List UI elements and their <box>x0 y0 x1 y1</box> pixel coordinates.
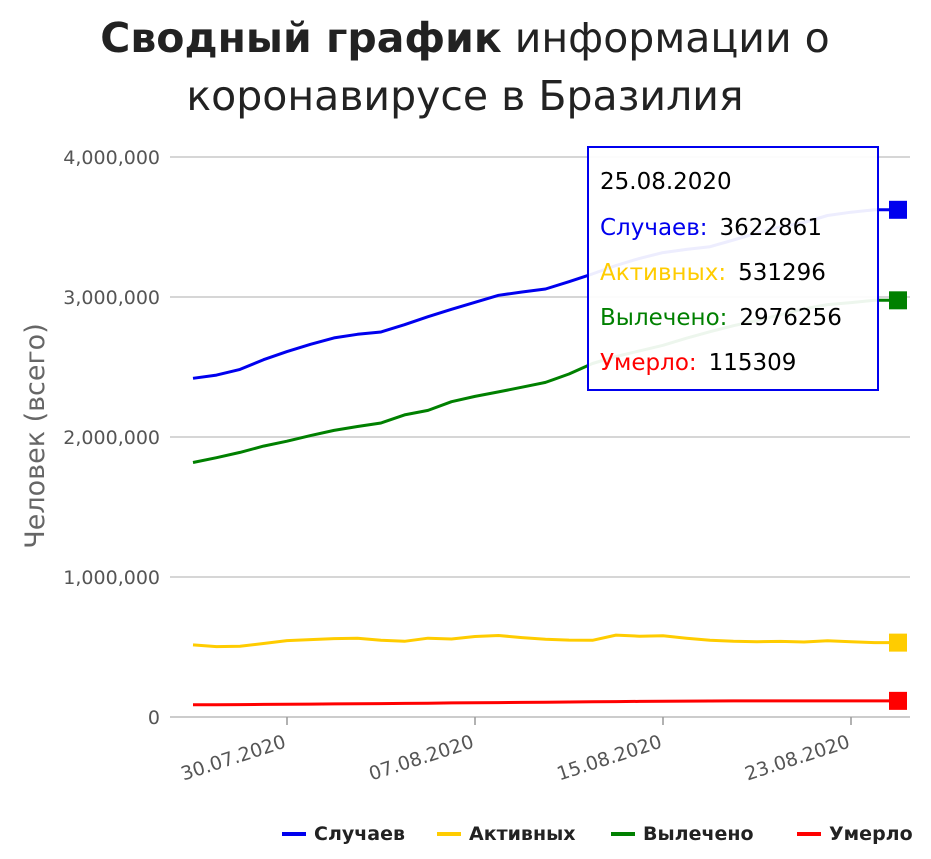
tooltip-row-value: 2976256 <box>739 305 841 331</box>
y-tick-label: 2,000,000 <box>63 427 160 449</box>
y-tick-label: 1,000,000 <box>63 567 160 589</box>
chart-title-bold: Сводный график <box>100 14 502 62</box>
tooltip-row-value: 531296 <box>738 260 826 286</box>
tooltip-date: 25.08.2020 <box>600 169 732 195</box>
tooltip: 25.08.2020 Случаев: 3622861 Активных: 531296… <box>587 146 879 391</box>
tooltip-row: Активных: 531296 <box>600 260 826 286</box>
y-tick-label: 4,000,000 <box>63 147 160 169</box>
legend-item-label[interactable]: Вылечено <box>643 823 754 845</box>
y-tick-label: 3,000,000 <box>63 287 160 309</box>
series-end-marker[interactable] <box>889 291 907 310</box>
x-axis: 30.07.2020 07.08.2020 15.08.2020 23.08.2020 <box>178 717 853 786</box>
x-tick-label: 07.08.2020 <box>366 731 476 786</box>
tooltip-row-label: Умерло: <box>600 350 697 376</box>
x-tick-label: 23.08.2020 <box>742 731 852 786</box>
legend-item-label[interactable]: Умерло <box>829 823 913 845</box>
chart-title-line2: коронавирусе в Бразилия <box>186 72 743 120</box>
tooltip-row: Вылечено: 2976256 <box>600 305 842 331</box>
tooltip-row-label: Случаев: <box>600 215 708 241</box>
legend-item-label[interactable]: Случаев <box>314 823 405 845</box>
legend-item-label[interactable]: Активных <box>469 823 576 845</box>
chart-title-rest: информации о <box>515 14 830 62</box>
tooltip-row: Умерло: 115309 <box>600 350 796 376</box>
tooltip-row-label: Активных: <box>600 260 726 286</box>
legend: Случаев Активных Вылечено Умерло <box>282 823 913 845</box>
tooltip-row-label: Вылечено: <box>600 305 727 331</box>
y-axis: 0 1,000,000 2,000,000 3,000,000 4,000,000 <box>63 147 160 729</box>
tooltip-row-value: 115309 <box>709 350 797 376</box>
series-end-marker[interactable] <box>889 691 907 710</box>
tooltip-row: Случаев: 3622861 <box>600 215 822 241</box>
series-line <box>192 699 898 707</box>
y-tick-label: 0 <box>148 707 160 729</box>
series-end-marker[interactable] <box>889 633 907 652</box>
tooltip-box <box>587 146 879 391</box>
series-line <box>192 633 898 649</box>
y-axis-label: Человек (всего) <box>20 323 51 548</box>
tooltip-row-value: 3622861 <box>720 215 822 241</box>
x-tick-label: 30.07.2020 <box>178 731 288 786</box>
series-end-marker[interactable] <box>889 200 907 219</box>
x-tick-label: 15.08.2020 <box>554 731 664 786</box>
chart-title-line1: Сводный график информации о <box>100 14 829 62</box>
